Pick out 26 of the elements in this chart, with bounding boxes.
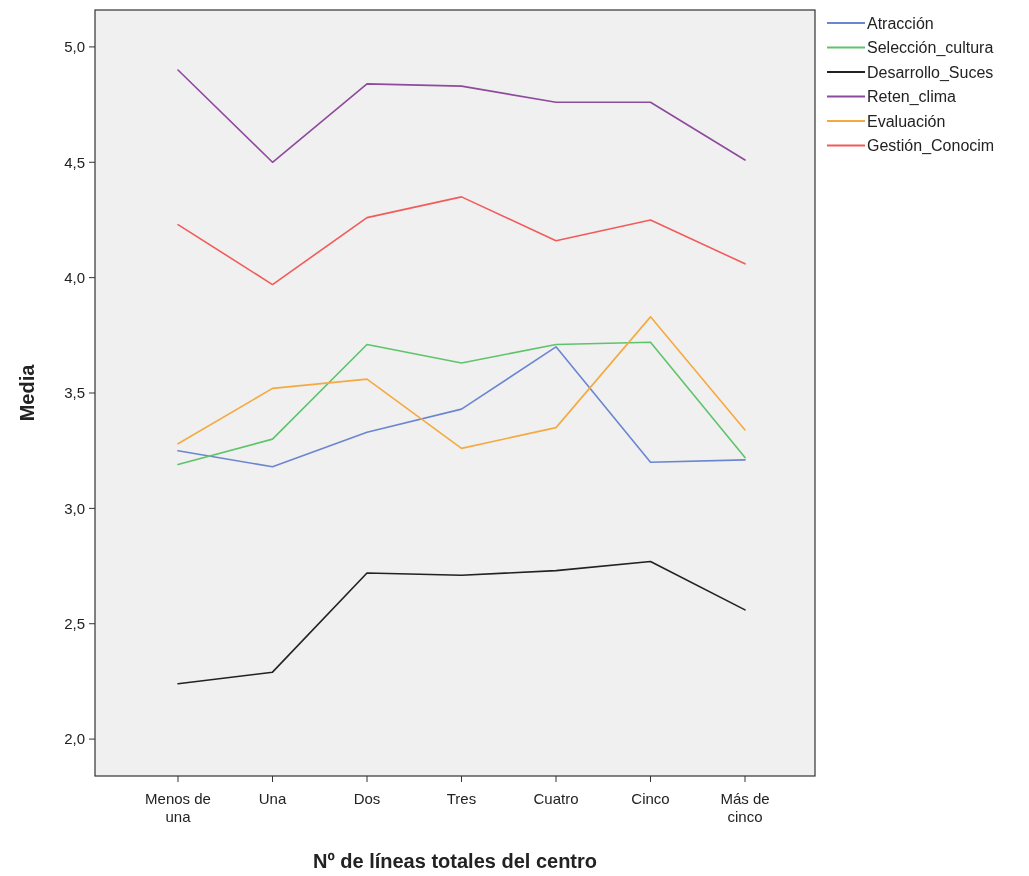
line-series xyxy=(177,196,746,286)
x-tick-label: Tres xyxy=(446,790,477,807)
line-series xyxy=(177,560,746,685)
y-tick-label: 4,0 xyxy=(64,268,85,286)
y-axis-title: Media xyxy=(16,363,38,422)
legend-label: Atracción xyxy=(867,14,934,32)
legend-label: Reten_clima xyxy=(867,88,957,107)
x-tick-label: Una xyxy=(258,790,287,807)
legend-label: Desarrollo_Suces xyxy=(867,63,994,82)
legend-label: Gestión_Conocim xyxy=(867,137,995,156)
y-tick-label: 3,5 xyxy=(64,384,85,402)
y-tick-label: 2,5 xyxy=(64,614,85,632)
y-tick-label: 4,5 xyxy=(64,153,85,171)
x-tick-label: Menos de una xyxy=(145,790,211,825)
legend-label: Evaluación xyxy=(867,112,946,130)
line-series xyxy=(177,316,746,450)
x-tick-label: Cuatro xyxy=(533,790,579,807)
y-tick-label: 2,0 xyxy=(64,730,85,748)
x-tick-label: Dos xyxy=(353,790,381,807)
y-tick-label: 5,0 xyxy=(64,38,85,56)
line-series xyxy=(177,69,746,164)
x-axis-title: Nº de líneas totales del centro xyxy=(312,850,598,872)
legend-label: Selección_cultura xyxy=(867,39,994,58)
x-tick-label: Cinco xyxy=(631,790,670,807)
y-tick-label: 3,0 xyxy=(64,499,85,517)
x-tick-label: Más de cinco xyxy=(720,790,770,825)
